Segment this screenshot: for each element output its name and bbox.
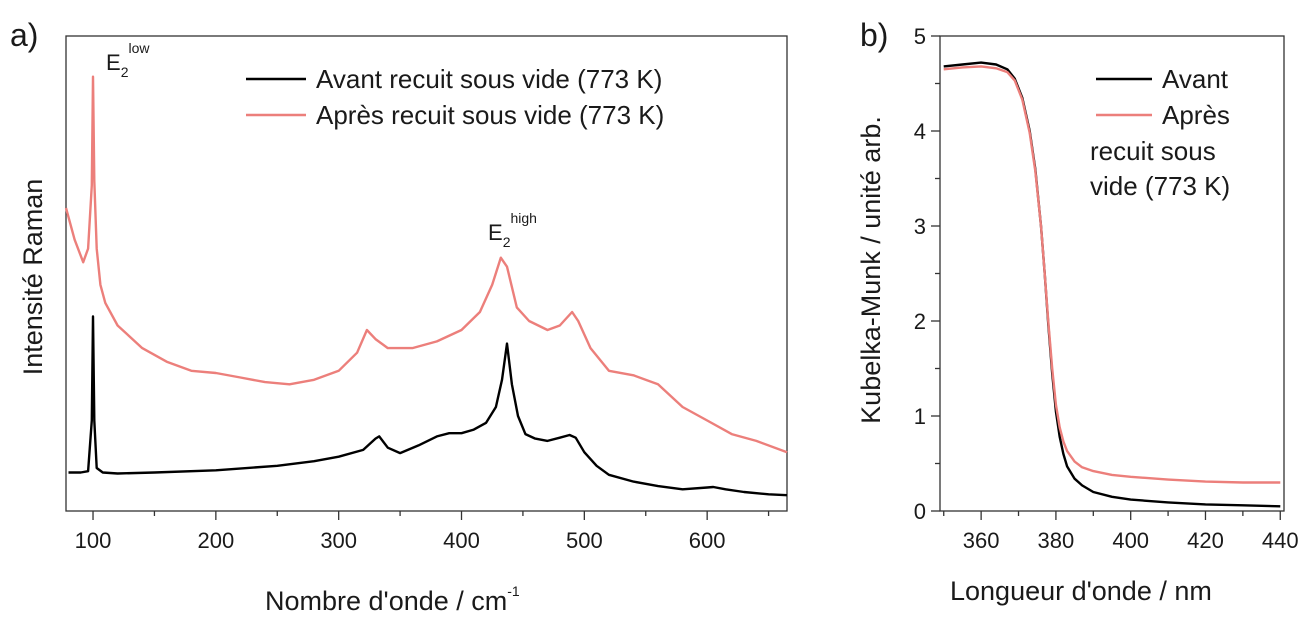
x-tick-label-b: 440 [1262, 528, 1299, 553]
y-axis-title-b: Kubelka-Munk / unité arb. [856, 116, 886, 424]
x-tick-label-a: 300 [320, 528, 357, 553]
y-tick-label-b: 3 [914, 214, 926, 239]
peak-annotation-e2-high: E2high [488, 210, 537, 250]
plot-frame-a [65, 35, 788, 512]
panel-a-label: a) [10, 17, 38, 53]
y-tick-label-b: 2 [914, 309, 926, 334]
x-tick-label-b: 380 [1038, 528, 1075, 553]
legend-b: Avant Après recuit sous vide (773 K) [1090, 64, 1230, 201]
peak-annotation-e2-low: E2low [106, 40, 150, 80]
x-axis-title-b: Longueur d'onde / nm [950, 576, 1212, 606]
y-tick-label-b: 5 [914, 24, 926, 49]
legend-label-apres-b: Après [1162, 100, 1230, 130]
x-tick-label-a: 600 [689, 528, 726, 553]
plot-frame-b [939, 35, 1285, 512]
x-tick-label-a: 100 [75, 528, 112, 553]
x-tick-label-b: 360 [963, 528, 1000, 553]
panel-b-label: b) [860, 17, 888, 53]
svg-text:E2low: E2low [106, 40, 150, 80]
legend-label-apres-b-line2: recuit sous [1090, 136, 1216, 166]
legend-label-avant-b: Avant [1162, 64, 1229, 94]
x-ticks-b: 360 380 400 420 440 [943, 511, 1299, 553]
y-tick-label-b: 4 [914, 119, 926, 144]
y-tick-label-b: 1 [914, 404, 926, 429]
series-line-apres-a [64, 75, 788, 454]
x-ticks-a: 100 200 300 400 500 600 [75, 511, 770, 553]
panel-a-raman: a) 100 200 300 400 500 600 Nombre d'onde / cm… [10, 17, 788, 616]
svg-text:E2high: E2high [488, 210, 537, 250]
y-axis-title-a: Intensité Raman [18, 179, 48, 376]
panel-b-kubelka-munk: b) 360 380 400 420 440 0 1 2 3 4 5 Longueur d'ond… [856, 17, 1299, 606]
x-tick-label-a: 500 [566, 528, 603, 553]
x-tick-label-a: 400 [443, 528, 480, 553]
x-tick-label-a: 200 [197, 528, 234, 553]
y-ticks-b: 0 1 2 3 4 5 [914, 24, 940, 524]
series-group-b [943, 61, 1281, 508]
x-tick-label-b: 420 [1187, 528, 1224, 553]
y-tick-label-b: 0 [914, 499, 926, 524]
legend-label-apres: Après recuit sous vide (773 K) [316, 100, 664, 130]
x-tick-label-b: 400 [1112, 528, 1149, 553]
legend-a: Avant recuit sous vide (773 K) Après rec… [246, 64, 664, 130]
series-line-avant-a [68, 315, 788, 497]
legend-label-avant: Avant recuit sous vide (773 K) [316, 64, 662, 94]
x-axis-title-a: Nombre d'onde / cm-1 [265, 583, 520, 616]
series-line-apres-b [943, 65, 1281, 484]
legend-label-apres-b-line3: vide (773 K) [1090, 171, 1230, 201]
series-group-a [64, 75, 788, 497]
